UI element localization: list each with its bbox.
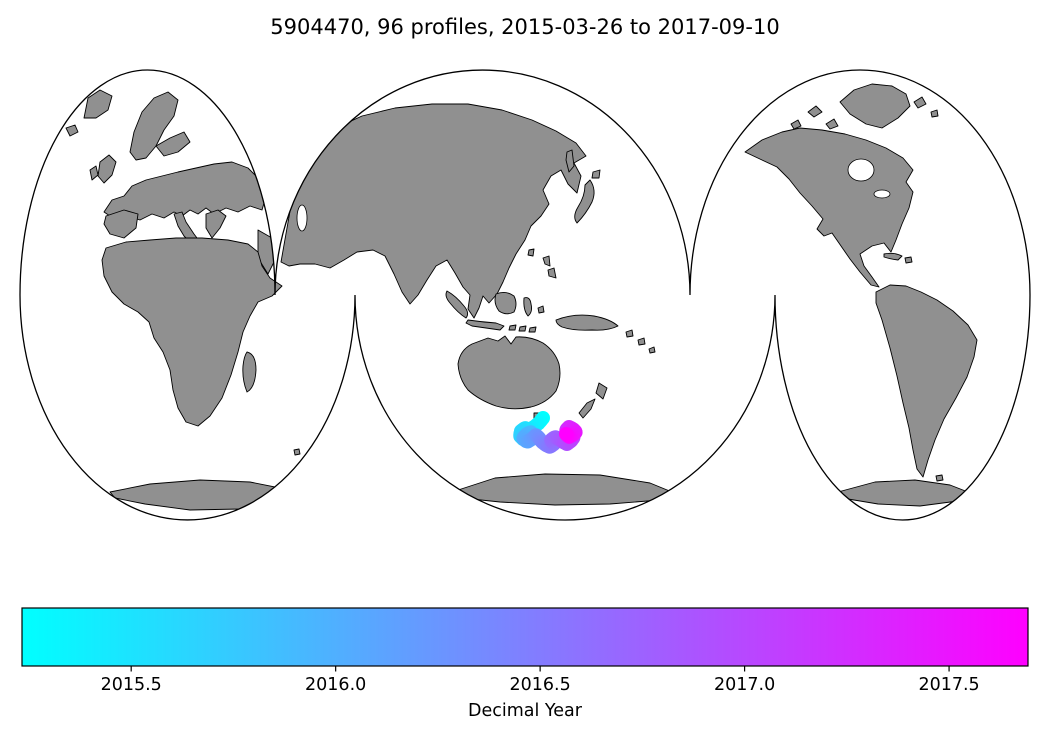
map-outline: [19, 69, 1031, 521]
landmass-cuba: [883, 252, 903, 261]
landmass-sakhalin: [565, 149, 575, 173]
landmass-new-zealand-north: [595, 382, 608, 400]
landmass-iberia: [103, 209, 139, 239]
landmass-greenland: [839, 83, 911, 129]
landmass-new-guinea: [555, 314, 619, 331]
small-islands-melanesia: [625, 329, 656, 354]
island: [625, 329, 634, 338]
landmass-taiwan: [527, 248, 535, 257]
landmass-hokkaido: [591, 169, 601, 179]
small-islands-indonesia: [508, 305, 545, 333]
colorbar: 2015.5 2016.0 2016.5 2017.0 2017.5 Decimal Y…: [21, 607, 1029, 721]
island: [508, 324, 517, 331]
landmass-java: [465, 319, 505, 331]
colorbar-ticks: 2015.5 2016.0 2016.5 2017.0 2017.5: [101, 666, 980, 695]
landmass-finland: [155, 131, 191, 157]
colorbar-tick-label: 2017.0: [714, 675, 775, 695]
colorbar-axis-label: Decimal Year: [468, 701, 583, 721]
island: [930, 109, 939, 118]
island: [528, 326, 537, 333]
island: [790, 119, 802, 130]
small-islands-arctic: [790, 96, 939, 130]
landmass-australia: [457, 335, 561, 410]
landmass-south-america: [875, 284, 978, 478]
landmass-hispaniola: [904, 256, 913, 264]
island: [518, 325, 527, 332]
colorbar-gradient-bar: [21, 607, 1029, 667]
island: [542, 255, 551, 267]
colorbar-tick-label: 2017.5: [918, 675, 979, 695]
island: [637, 337, 646, 346]
landmass-asia: [280, 103, 587, 319]
island: [547, 267, 557, 279]
island: [537, 305, 545, 314]
landmass-ireland: [89, 165, 99, 181]
landmass-balkans: [205, 209, 227, 239]
island: [807, 105, 823, 118]
figure-title: 5904470, 96 profiles, 2015-03-26 to 2017…: [270, 15, 779, 39]
landmass-madagascar: [242, 351, 257, 393]
landmass-kerguelen: [293, 448, 301, 456]
landmass-sumatra: [445, 290, 469, 319]
landmass-britain: [97, 154, 117, 184]
colorbar-tick-label: 2015.5: [101, 675, 162, 695]
landmass-japan: [574, 179, 595, 224]
map-ocean: [20, 69, 1031, 520]
world-map: [19, 69, 1031, 521]
landmass-philippines: [542, 255, 557, 279]
landmass-europe-mainland: [103, 161, 267, 221]
landmass-greenland-fragment: [83, 89, 113, 119]
landmass-sulawesi: [523, 297, 533, 317]
island: [913, 96, 927, 109]
profile-scatter-points: [513, 411, 583, 454]
hudson-bay: [847, 158, 875, 182]
great-lakes: [873, 189, 891, 199]
landmass-new-zealand-south: [578, 398, 596, 419]
landmass-falklands: [935, 474, 944, 482]
island: [648, 346, 656, 354]
landmass-africa: [101, 237, 283, 427]
landmass-iceland: [65, 124, 79, 137]
island: [825, 118, 839, 130]
profile-point: [559, 427, 573, 441]
colorbar-tick-label: 2016.0: [305, 675, 366, 695]
landmass-scandinavia: [129, 91, 179, 161]
caspian-sea: [296, 204, 308, 232]
landmass-borneo: [494, 291, 517, 315]
colorbar-tick-label: 2016.5: [510, 675, 571, 695]
